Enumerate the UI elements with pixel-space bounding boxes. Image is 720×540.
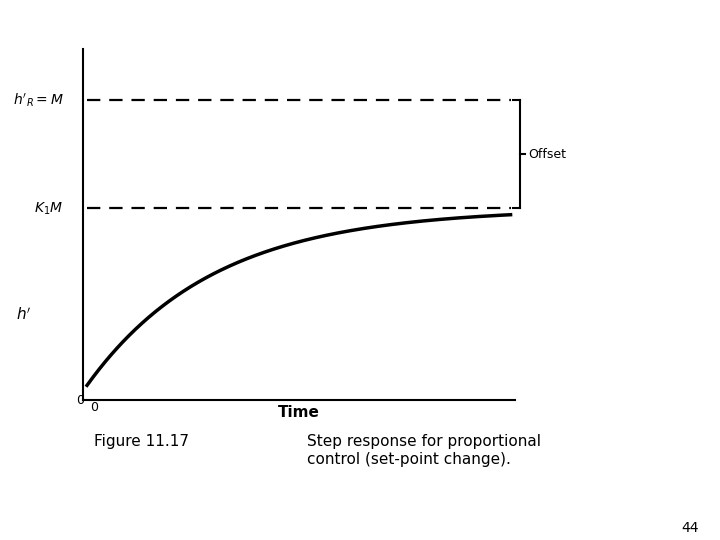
Text: Figure 11.17: Figure 11.17 [94, 434, 189, 449]
Text: 0: 0 [76, 394, 84, 407]
Text: Chapter 11: Chapter 11 [21, 171, 40, 293]
Text: 0: 0 [91, 401, 99, 414]
Text: Step response for proportional
control (set-point change).: Step response for proportional control (… [307, 434, 541, 467]
Text: 44: 44 [681, 521, 698, 535]
Text: $K_1 M$: $K_1 M$ [35, 200, 64, 217]
Text: $h'$: $h'$ [17, 306, 32, 323]
Text: Offset: Offset [528, 147, 566, 161]
Text: $h'_R = M$: $h'_R = M$ [13, 91, 64, 109]
X-axis label: Time: Time [278, 405, 320, 420]
